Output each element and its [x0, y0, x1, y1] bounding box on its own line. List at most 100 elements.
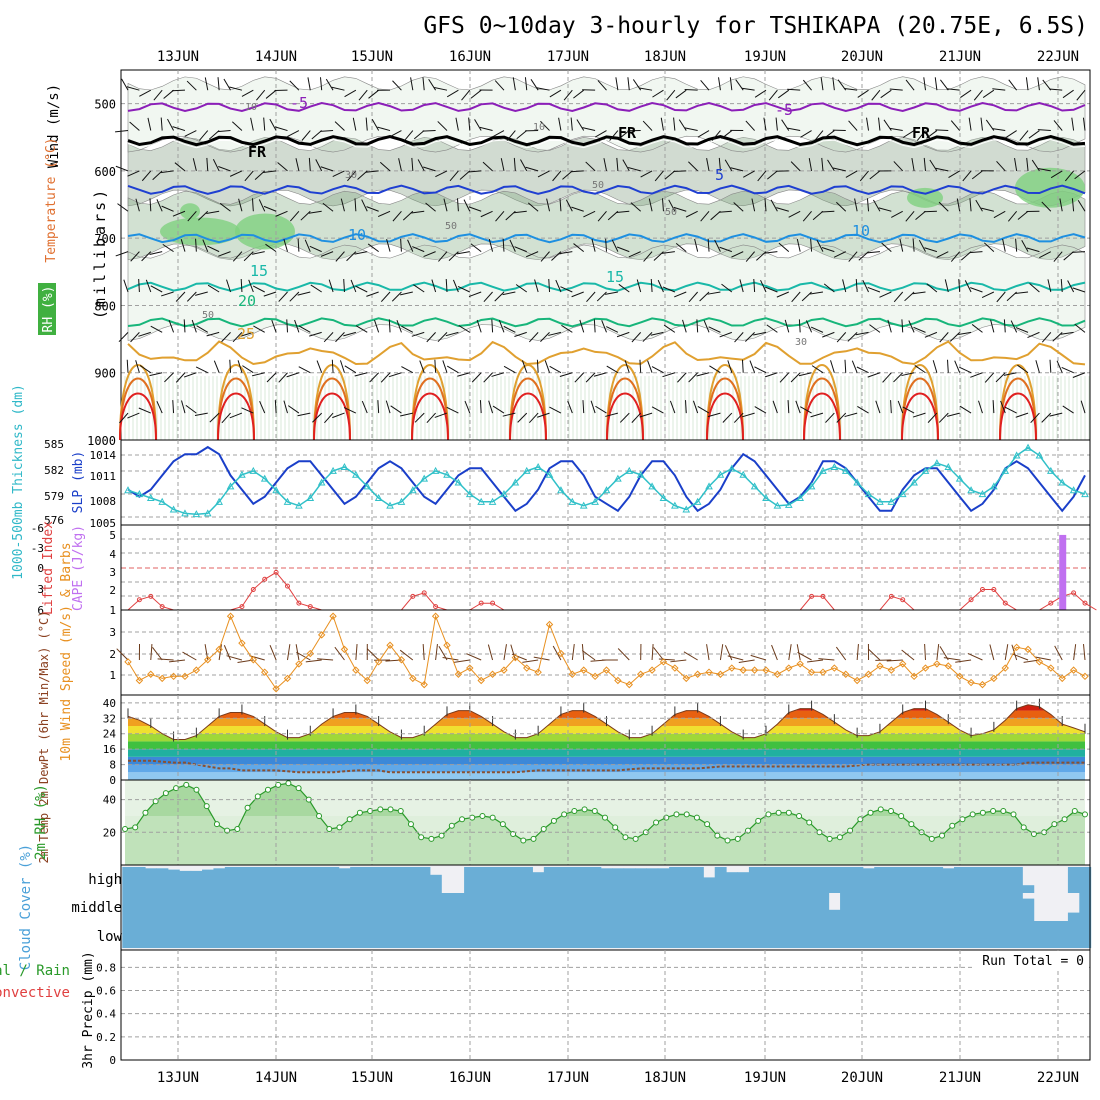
cloud-bar-low	[691, 921, 704, 948]
cloud-bar-high	[133, 867, 146, 893]
wind-speed-marker	[545, 620, 554, 629]
wind-barb	[954, 360, 961, 373]
wind-barb	[959, 405, 972, 414]
wind-barb	[361, 199, 368, 212]
wind-barb	[495, 210, 505, 222]
wind-barb	[562, 170, 573, 180]
wind10m-panel: 3 2 1	[109, 609, 1091, 696]
wind-barb	[446, 365, 459, 374]
wind-barb	[708, 326, 721, 333]
cloud-bar-middle	[634, 893, 647, 921]
isotherm-15	[127, 281, 1086, 292]
wind-barb	[275, 210, 288, 217]
wind-barb	[855, 278, 858, 293]
wind-barb	[250, 117, 254, 131]
cloud-bar-high	[304, 867, 317, 893]
y-tick-label: 16	[103, 743, 116, 756]
wind-barb	[156, 199, 163, 212]
thickness-marker	[887, 497, 896, 505]
wind-barb	[821, 157, 824, 171]
wind-barb	[871, 89, 881, 101]
wind-barb	[570, 117, 573, 131]
wind-barb	[295, 158, 300, 172]
wind-barb	[709, 365, 721, 374]
wind-barb	[873, 199, 881, 212]
thickness-marker	[215, 497, 223, 505]
thickness-marker	[671, 501, 679, 509]
wind-barb	[479, 126, 493, 132]
wind-barb	[347, 170, 357, 182]
wind-barb	[390, 405, 402, 414]
cape-axis-label: CAPE (J/kg)	[71, 525, 86, 611]
right-tick-label: 1008	[90, 495, 117, 508]
wind-barb	[1063, 251, 1074, 261]
rh-marker	[836, 834, 843, 841]
wind-barb-10m	[943, 657, 960, 661]
rh-marker	[939, 832, 946, 839]
wind-barb	[776, 291, 789, 298]
cloud-bar-high	[179, 870, 192, 893]
wind-barb	[791, 291, 801, 303]
wind-barb	[195, 291, 208, 296]
wind-barb	[549, 406, 562, 414]
cloud-bar-middle	[817, 893, 830, 921]
wind-barb	[435, 170, 448, 178]
wind-barb	[1064, 170, 1074, 182]
wind-barb	[992, 400, 995, 414]
wind-barb	[651, 406, 664, 414]
wind-barb	[808, 158, 813, 171]
rh-marker	[1051, 821, 1058, 828]
wind-barb	[470, 243, 482, 253]
wind-barb-10m	[867, 648, 881, 661]
wind-barb	[1041, 201, 1052, 212]
wind-barb	[438, 251, 448, 262]
wind-barb	[274, 400, 277, 414]
wind-barb	[688, 161, 698, 172]
wind-barb	[1025, 77, 1029, 91]
wind-barb	[274, 126, 288, 132]
wind-barb	[628, 251, 641, 258]
wind-barb	[1072, 372, 1086, 378]
wind-barb	[880, 89, 892, 99]
wind-barb	[996, 291, 1006, 303]
wind-barb	[882, 372, 892, 383]
wind-speed-marker	[921, 664, 930, 672]
wind-barb	[464, 400, 471, 414]
cloud-bar-high	[953, 867, 966, 893]
temp-band	[128, 704, 1085, 711]
wind-barb	[139, 89, 152, 97]
lifted-index-marker	[478, 600, 484, 606]
thickness-marker	[773, 501, 782, 509]
wind-barb	[718, 77, 721, 91]
wind-barb	[536, 87, 550, 91]
wind-barb	[367, 243, 379, 253]
cloud-bar-middle	[213, 893, 226, 921]
cloud-bar-high	[145, 868, 157, 893]
thickness-marker	[955, 474, 964, 482]
wind-speed-marker	[488, 670, 497, 678]
cloud-bar-low	[236, 921, 249, 948]
cloud-bar-low	[794, 921, 807, 948]
wind-barb	[615, 77, 619, 91]
thickness-marker	[181, 509, 189, 517]
wind-barb-10m	[522, 659, 539, 663]
wind-barb	[492, 405, 505, 414]
cloud-bar-middle	[498, 893, 511, 921]
wind-barb	[1072, 287, 1086, 293]
wind-barb-10m	[422, 644, 425, 661]
cape-bar	[1059, 534, 1067, 610]
wind-barb	[263, 117, 266, 131]
cloud-bar-middle	[908, 893, 921, 921]
wind-barb	[660, 117, 664, 131]
rh-marker	[796, 812, 803, 819]
wind-barb	[500, 158, 505, 172]
cloud-bar-high	[999, 867, 1012, 893]
temp-band	[128, 726, 1085, 734]
cloud-bar-middle	[669, 893, 682, 921]
wind-speed-marker	[409, 674, 417, 683]
temp-band	[128, 756, 1085, 765]
cloud-bar-middle	[748, 893, 761, 921]
wind-barb	[675, 89, 687, 99]
lifted-index-marker	[136, 597, 142, 603]
wind-barb	[913, 326, 926, 333]
